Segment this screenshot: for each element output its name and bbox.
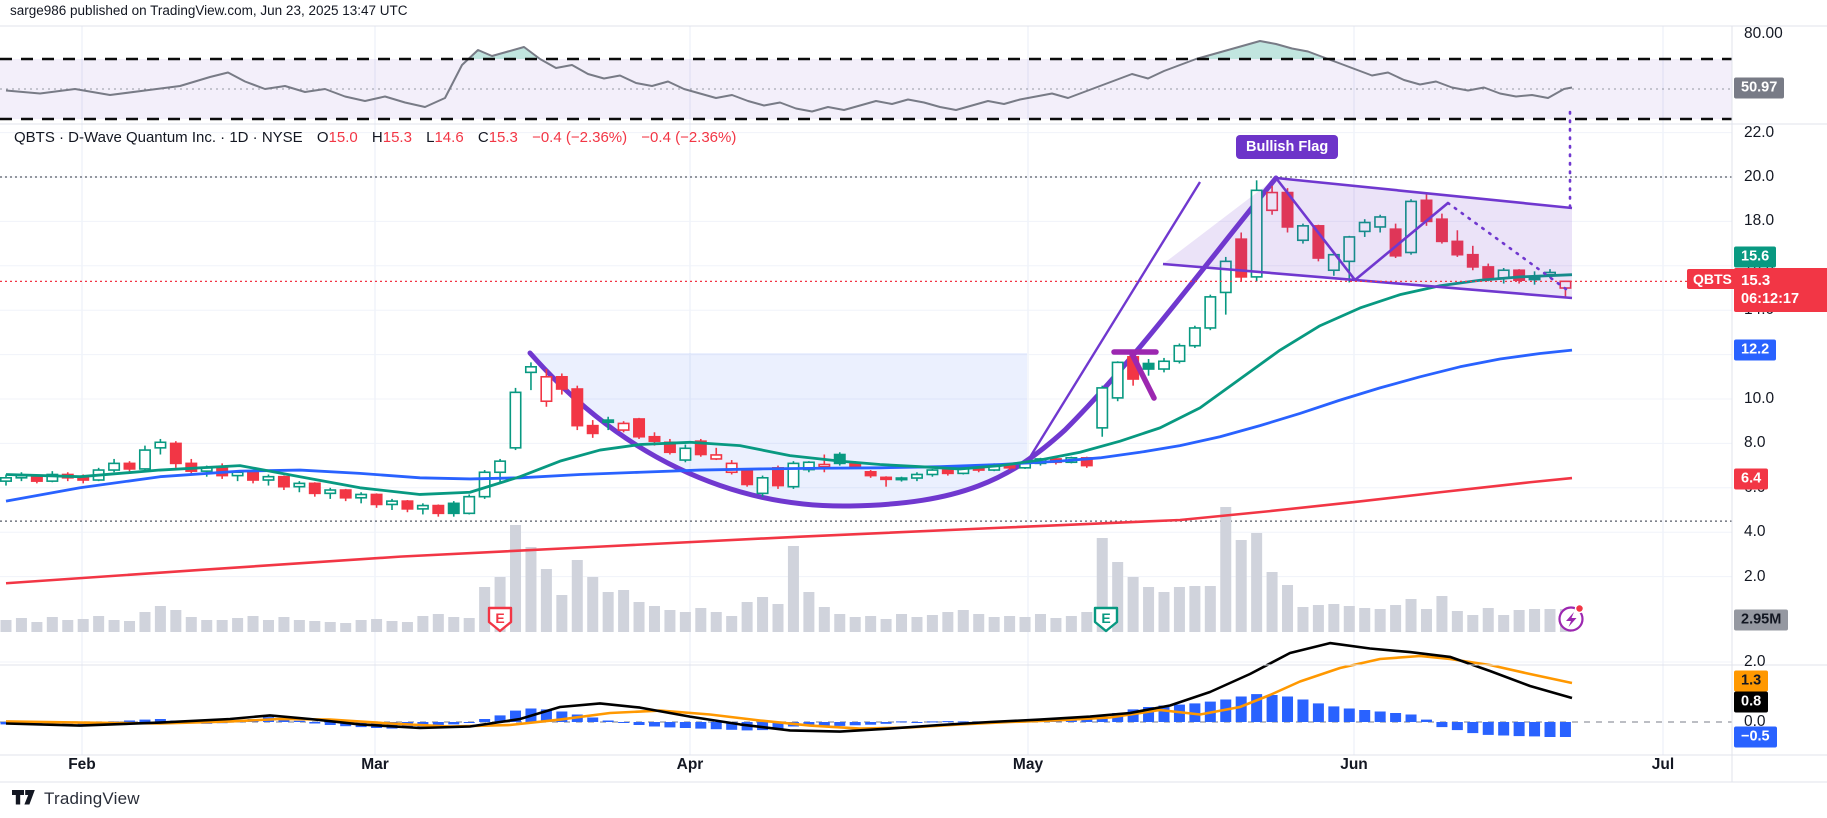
time-axis-month-label: Jun (1340, 756, 1368, 773)
earnings-icon[interactable]: E (487, 606, 513, 633)
price-tick-label: 0.0 (1744, 713, 1766, 730)
macd-line-value-badge: 0.8 (1734, 691, 1769, 713)
price-tick-label: 18.0 (1744, 212, 1775, 230)
time-axis-month-label: Feb (68, 756, 96, 773)
time-axis-month-label: Mar (361, 756, 389, 773)
ohlc-low-label: L (426, 129, 435, 146)
svg-text:E: E (1101, 610, 1110, 626)
price-tick-label: 20.0 (1744, 168, 1775, 185)
ohlc-low-value: 14.6 (434, 129, 464, 146)
rsi-value-badge: 50.97 (1734, 77, 1785, 99)
ohlc-close-label: C (477, 129, 489, 146)
macd-hist-value-badge: −0.5 (1734, 726, 1777, 748)
earnings-icon[interactable]: E (1093, 606, 1119, 633)
price-tick-label: 2.0 (1744, 567, 1766, 585)
price-tick-label: 10.0 (1744, 390, 1775, 407)
volume-value-badge: 2.95M (1734, 609, 1789, 631)
time-axis-month-label: Apr (676, 756, 704, 773)
price-tick-label: 22.0 (1744, 123, 1775, 141)
tradingview-logo-icon (12, 789, 35, 804)
flash-events-icon[interactable] (1558, 603, 1585, 632)
macd-signal-value-badge: 1.3 (1734, 670, 1769, 692)
ohlc-open-value: 15.0 (328, 129, 358, 146)
tradingview-logo-text: TradingView (44, 789, 140, 808)
ma-slow-value-badge: 12.2 (1734, 339, 1777, 361)
symbol-title[interactable]: QBTS · D-Wave Quantum Inc. · 1D · NYSE (14, 129, 303, 146)
ohlc-high-value: 15.3 (382, 129, 412, 146)
ma-fast-value-badge: 15.6 (1734, 246, 1777, 268)
publish-info: sarge986 published on TradingView.com, J… (10, 3, 408, 18)
change-value-2: −0.4 (−2.36%) (641, 129, 737, 146)
session-countdown: 06:12:17 (1741, 291, 1800, 307)
price-tick-label: 2.0 (1744, 653, 1766, 670)
tradingview-branding[interactable]: TradingView (12, 789, 140, 809)
price-tick-label: 4.0 (1744, 523, 1766, 541)
time-axis-month-label: May (1012, 756, 1044, 773)
svg-text:E: E (495, 610, 504, 626)
bullish-flag-pattern-label[interactable]: Bullish Flag (1236, 135, 1339, 159)
last-price-value: 15.3 (1741, 272, 1771, 289)
price-tick-label: 8.0 (1744, 434, 1766, 452)
ohlc-high-label: H (371, 129, 383, 146)
symbol-price-line-tag: QBTS (1687, 269, 1738, 289)
change-value: −0.4 (−2.36%) (532, 129, 628, 146)
ma-long-value-badge: 6.4 (1734, 468, 1769, 490)
ohlc-close-value: 15.3 (488, 129, 518, 146)
last-price-badge: 15.3 06:12:17 (1734, 268, 1827, 312)
ohlc-open-label: O (316, 129, 329, 146)
price-tick-label: 80.00 (1744, 25, 1783, 42)
time-axis-month-label: Jul (1651, 756, 1675, 773)
symbol-info-line: QBTS · D-Wave Quantum Inc. · 1D · NYSE O… (14, 129, 736, 146)
